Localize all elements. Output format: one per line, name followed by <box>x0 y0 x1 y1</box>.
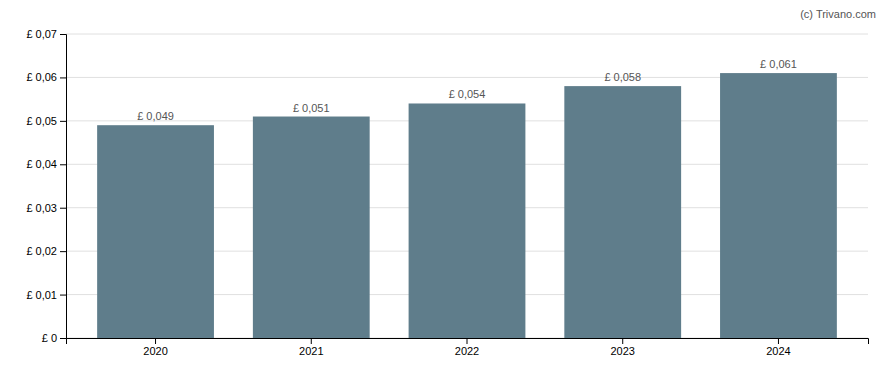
y-tick-label: £ 0,06 <box>26 71 57 83</box>
y-tick: £ 0,07 <box>26 28 66 40</box>
y-tick-mark <box>60 208 66 209</box>
x-tick-label: 2021 <box>299 345 323 357</box>
x-tick: 2024 <box>766 338 790 357</box>
x-tick: 2020 <box>143 338 167 357</box>
x-tick-label: 2022 <box>455 345 479 357</box>
x-tick: 2023 <box>610 338 634 357</box>
data-label: £ 0,049 <box>137 110 174 122</box>
y-tick-mark <box>60 34 66 35</box>
y-tick: £ 0,04 <box>26 158 66 170</box>
bar <box>97 125 214 338</box>
y-tick-label: £ 0,05 <box>26 115 57 127</box>
chart: £ 0,049£ 0,051£ 0,054£ 0,058£ 0,061£ 0£ … <box>0 0 888 370</box>
y-tick-mark <box>60 164 66 165</box>
x-tick-mark <box>155 338 156 344</box>
y-axis: £ 0 £ 0,01 £ 0,02 £ 0,03 £ 0,04 £ 0,05 £ 0,06 £… <box>26 28 66 344</box>
watermark: (c) Trivano.com <box>800 8 876 20</box>
y-tick: £ 0,06 <box>26 71 66 83</box>
bars <box>97 73 837 338</box>
bar <box>720 73 837 338</box>
x-tick-mark <box>622 338 623 344</box>
x-tick-label: 2020 <box>143 345 167 357</box>
y-tick: £ 0,03 <box>26 202 66 214</box>
x-tick: 2021 <box>299 338 323 357</box>
y-tick-label: £ 0,04 <box>26 158 57 170</box>
y-tick-mark <box>60 77 66 78</box>
data-label: £ 0,054 <box>449 88 486 100</box>
bar <box>409 103 526 338</box>
x-tick: 2022 <box>455 338 479 357</box>
bar <box>564 86 681 338</box>
y-tick-label: £ 0,01 <box>26 289 57 301</box>
y-axis-line <box>60 35 67 339</box>
y-tick-mark <box>60 251 66 252</box>
y-tick-mark <box>60 295 66 296</box>
y-tick-mark <box>60 121 66 122</box>
y-tick-label: £ 0,03 <box>26 202 57 214</box>
y-tick-label: £ 0,07 <box>26 28 57 40</box>
y-tick: £ 0,01 <box>26 289 66 301</box>
x-tick-mark <box>778 338 779 344</box>
x-tick-mark <box>311 338 312 344</box>
bar <box>253 117 370 338</box>
y-tick-label: £ 0,02 <box>26 245 57 257</box>
data-label: £ 0,058 <box>604 71 641 83</box>
data-label: £ 0,061 <box>760 58 797 70</box>
x-tick-label: 2023 <box>610 345 634 357</box>
plot: £ 0,049£ 0,051£ 0,054£ 0,058£ 0,061£ 0£ … <box>26 28 868 357</box>
y-tick-mark <box>60 338 66 339</box>
y-tick: £ 0,02 <box>26 245 66 257</box>
data-label: £ 0,051 <box>293 102 330 114</box>
y-tick-label: £ 0 <box>42 332 57 344</box>
y-tick: £ 0,05 <box>26 115 66 127</box>
x-tick-label: 2024 <box>766 345 790 357</box>
x-axis: 2020 2021 2022 2023 2024 <box>67 338 869 357</box>
x-tick-mark <box>467 338 468 344</box>
y-tick: £ 0 <box>42 332 66 344</box>
data-labels: £ 0,049 £ 0,051 £ 0,054 £ 0,058 £ 0,061 <box>137 58 797 122</box>
grid <box>66 34 868 338</box>
grid-line <box>66 34 868 35</box>
x-axis-line <box>67 339 869 345</box>
